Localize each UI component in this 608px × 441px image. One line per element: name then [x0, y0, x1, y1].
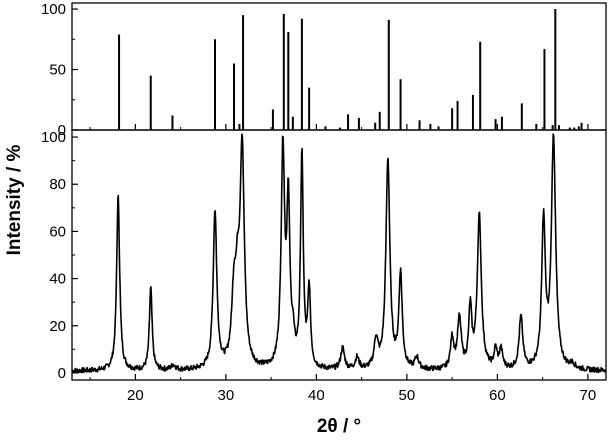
measured-x-tick-label: 20 — [127, 387, 144, 404]
measured-pattern-panel: 20 30 40 50 60 70 0 20 40 60 80 100 — [41, 129, 607, 404]
measured-frame — [71, 129, 607, 381]
measured-x-tick-label: 70 — [580, 387, 597, 404]
measured-x-tick-label: 30 — [218, 387, 235, 404]
reference-y-tick-label: 0 — [58, 122, 66, 139]
measured-y-tick-label: 20 — [49, 318, 66, 335]
measured-pattern-line — [71, 133, 607, 374]
measured-y-tick-label: 40 — [49, 271, 66, 288]
measured-y-tick-label: 0 — [58, 365, 66, 382]
measured-x-tick-label: 40 — [308, 387, 325, 404]
measured-y-tick-label: 80 — [49, 176, 66, 193]
reference-y-tick-label: 100 — [41, 1, 66, 18]
measured-x-tick-label: 50 — [399, 387, 416, 404]
measured-y-tick-label: 100 — [41, 129, 66, 146]
x-axis-title: 2θ / ° — [317, 416, 361, 437]
reference-pattern-panel: 0 50 100 — [41, 1, 607, 139]
reference-frame — [71, 2, 607, 131]
axis-titles: 2θ / ° Intensity / % — [4, 144, 361, 437]
y-axis-title: Intensity / % — [4, 144, 25, 255]
measured-y-tick-label: 60 — [49, 223, 66, 240]
measured-x-tick-label: 60 — [489, 387, 506, 404]
reference-y-tick-label: 50 — [49, 62, 66, 79]
